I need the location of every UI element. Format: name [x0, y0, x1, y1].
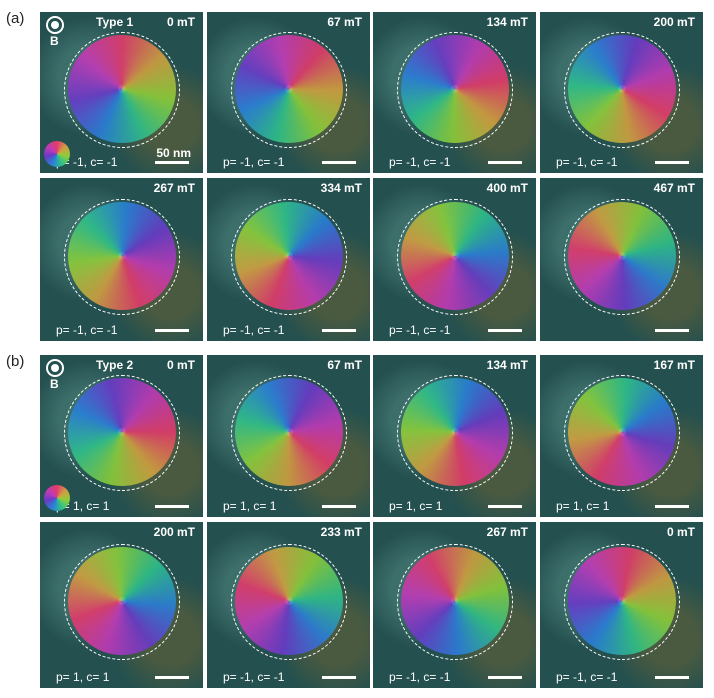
- field-symbol: [46, 359, 64, 377]
- scale-bar: [155, 505, 189, 508]
- state-label: p= 1, c= 1: [556, 499, 610, 513]
- disk-outline: [397, 198, 513, 315]
- disk-outline: [64, 31, 180, 148]
- field-label: 134 mT: [486, 15, 528, 29]
- disk-outline: [397, 31, 513, 148]
- field-symbol: [46, 16, 64, 34]
- scale-bar: [488, 161, 522, 164]
- state-label: p= -1, c= -1: [389, 155, 451, 169]
- state-label: p= -1, c= -1: [556, 670, 618, 684]
- image-tile: 0 mT p= -1, c= -1: [540, 522, 703, 688]
- field-label: 167 mT: [653, 358, 695, 372]
- image-tile: 267 mT p= -1, c= -1: [40, 178, 203, 341]
- state-label: p= -1, c= -1: [56, 155, 118, 169]
- state-label: p= 1, c= 1: [223, 499, 277, 513]
- field-label: 67 mT: [327, 15, 362, 29]
- field-label: 200 mT: [653, 15, 695, 29]
- disk-outline: [231, 544, 347, 660]
- disk-outline: [231, 375, 347, 491]
- state-label: p= 1, c= 1: [56, 670, 110, 684]
- type-label: Type 2: [96, 358, 134, 372]
- scale-bar: [655, 505, 689, 508]
- scale-label: 50 nm: [156, 146, 191, 160]
- field-direction-label: B: [50, 377, 59, 391]
- image-tile: 267 mT p= -1, c= -1: [373, 522, 536, 688]
- field-label: 134 mT: [486, 358, 528, 372]
- image-tile: 0 mT p= 1, c= 1 Type 2 B: [40, 355, 203, 517]
- scale-bar: [655, 161, 689, 164]
- field-label: 267 mT: [153, 181, 195, 195]
- state-label: p= -1, c= -1: [56, 323, 118, 337]
- image-tile: 134 mT p= 1, c= 1: [373, 355, 536, 517]
- disk-outline: [397, 375, 513, 491]
- image-tile: 67 mT p= 1, c= 1: [207, 355, 370, 517]
- field-label: 334 mT: [320, 181, 362, 195]
- scale-bar: [155, 161, 189, 164]
- scale-bar: [655, 329, 689, 332]
- state-label: p= -1, c= -1: [223, 323, 285, 337]
- disk-outline: [231, 31, 347, 148]
- image-tile: 134 mT p= -1, c= -1: [373, 12, 536, 173]
- scale-bar: [488, 676, 522, 679]
- state-label: p= 1, c= 1: [56, 499, 110, 513]
- image-tile: 67 mT p= -1, c= -1: [207, 12, 370, 173]
- state-label: p= -1, c= -1: [389, 323, 451, 337]
- disk-outline: [64, 544, 180, 660]
- scale-bar: [322, 329, 356, 332]
- state-label: p= -1, c= -1: [223, 670, 285, 684]
- field-direction-label: B: [50, 34, 59, 48]
- disk-outline: [564, 375, 680, 491]
- disk-outline: [564, 198, 680, 315]
- disk-outline: [231, 198, 347, 315]
- field-label: 200 mT: [153, 525, 195, 539]
- field-label: 400 mT: [486, 181, 528, 195]
- field-label: 233 mT: [320, 525, 362, 539]
- state-label: p= 1, c= 1: [389, 499, 443, 513]
- image-tile: 233 mT p= -1, c= -1: [207, 522, 370, 688]
- field-label: 0 mT: [166, 358, 195, 372]
- panel-label: (a): [6, 10, 25, 27]
- disk-outline: [397, 544, 513, 660]
- image-tile: 200 mT p= 1, c= 1: [40, 522, 203, 688]
- image-tile: 467 mT: [540, 178, 703, 341]
- disk-outline: [64, 198, 180, 315]
- disk-outline: [64, 375, 180, 491]
- field-label: 0 mT: [166, 15, 195, 29]
- state-label: p= -1, c= -1: [556, 155, 618, 169]
- color-wheel: [44, 141, 70, 167]
- image-tile: 400 mT p= -1, c= -1: [373, 178, 536, 341]
- image-tile: 334 mT p= -1, c= -1: [207, 178, 370, 341]
- field-label: 67 mT: [327, 358, 362, 372]
- state-label: p= -1, c= -1: [389, 670, 451, 684]
- disk-outline: [564, 31, 680, 148]
- field-label: 0 mT: [666, 525, 695, 539]
- panel-label: (b): [6, 353, 25, 370]
- scale-bar: [155, 676, 189, 679]
- state-label: p= -1, c= -1: [223, 155, 285, 169]
- scale-bar: [655, 676, 689, 679]
- image-tile: 0 mT p= -1, c= -1 Type 1 B 50 nm: [40, 12, 203, 173]
- type-label: Type 1: [96, 15, 134, 29]
- field-label: 467 mT: [653, 181, 695, 195]
- scale-bar: [322, 676, 356, 679]
- image-tile: 200 mT p= -1, c= -1: [540, 12, 703, 173]
- scale-bar: [488, 329, 522, 332]
- color-wheel: [44, 485, 70, 511]
- disk-outline: [564, 544, 680, 660]
- scale-bar: [488, 505, 522, 508]
- scale-bar: [322, 505, 356, 508]
- scale-bar: [322, 161, 356, 164]
- image-tile: 167 mT p= 1, c= 1: [540, 355, 703, 517]
- field-label: 267 mT: [486, 525, 528, 539]
- scale-bar: [155, 329, 189, 332]
